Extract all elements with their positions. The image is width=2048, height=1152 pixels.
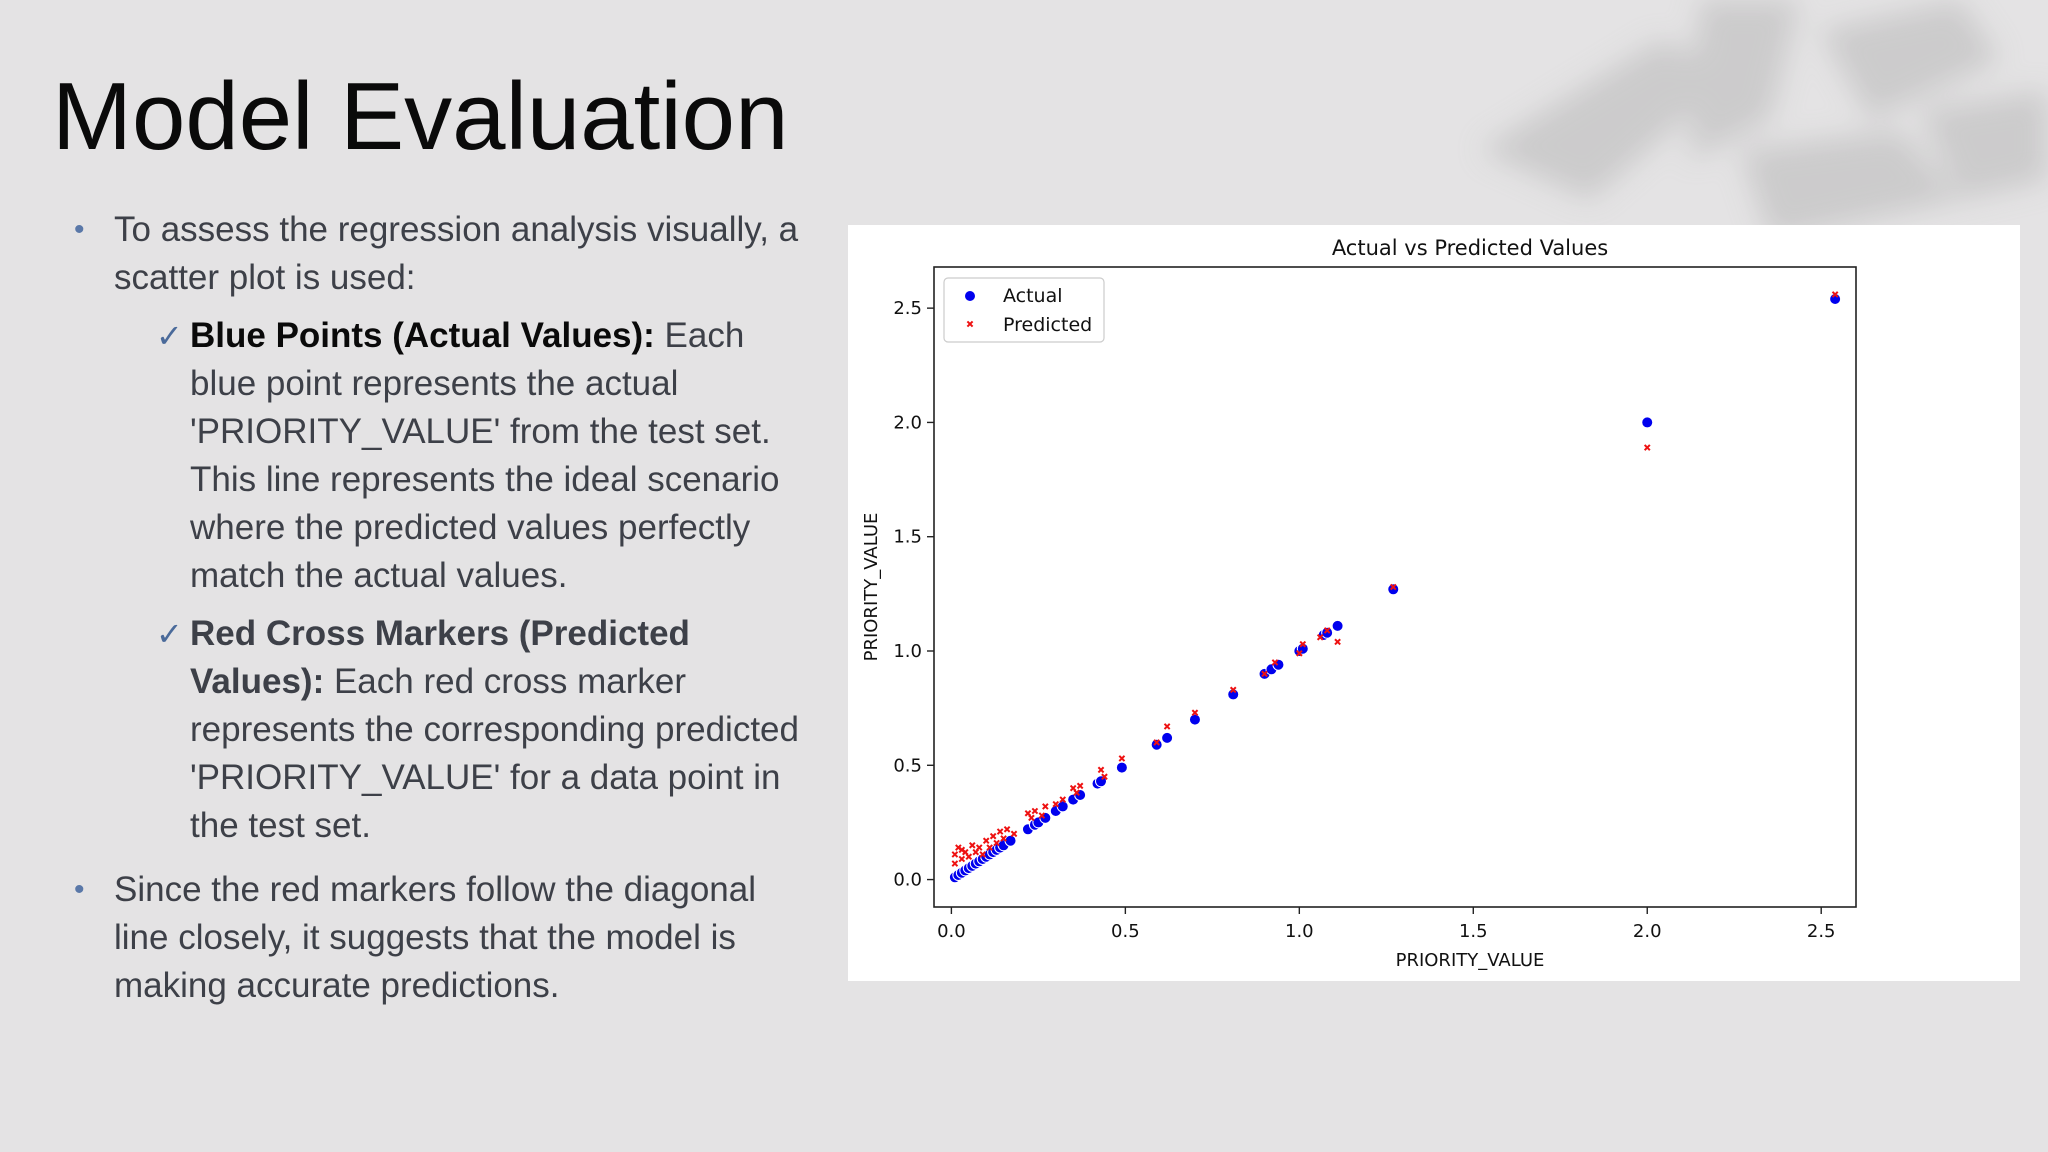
bullet-item: • To assess the regression analysis visu… — [70, 206, 810, 850]
data-point-predicted — [1073, 789, 1080, 797]
x-axis: 0.0 0.5 1.0 1.5 2.0 2.5 — [937, 907, 1836, 942]
data-point-predicted — [1831, 291, 1839, 298]
y-tick-label: 2.5 — [893, 298, 922, 319]
data-point-actual — [1004, 834, 1017, 847]
data-point-predicted — [1191, 709, 1199, 717]
data-point-actual — [1387, 583, 1400, 596]
series-actual — [948, 293, 1842, 884]
data-point-predicted — [958, 855, 966, 863]
bullet-dot-icon: • — [74, 213, 85, 246]
data-point-predicted — [1163, 723, 1171, 730]
data-point-predicted — [1316, 633, 1324, 641]
sub-item-predicted: ✓ Red Cross Markers (Predicted Values): … — [70, 610, 810, 850]
data-point-actual — [1115, 761, 1128, 774]
y-tick-label: 2.0 — [893, 412, 922, 433]
data-point-predicted — [989, 832, 997, 840]
data-point-predicted — [1031, 807, 1039, 815]
data-point-predicted — [1299, 640, 1307, 648]
data-point-predicted — [1118, 755, 1126, 762]
checkmark-icon: ✓ — [156, 318, 183, 354]
y-tick-label: 0.0 — [893, 870, 922, 891]
legend-x-mark — [966, 320, 974, 328]
data-point-actual — [1321, 626, 1334, 639]
sub-item-heading: Red Cross Markers (Predicted Values): — [190, 614, 690, 701]
data-point-predicted — [1038, 812, 1046, 819]
sub-item-text: Each red cross marker represents the cor… — [190, 662, 799, 845]
x-tick-label: 2.5 — [1807, 921, 1836, 942]
data-point-predicted — [1271, 659, 1279, 666]
data-point-predicted — [1334, 638, 1341, 646]
data-point-actual — [1161, 731, 1174, 744]
chart-panel: Actual vs Predicted Values 0.0 0.5 1.0 1.5 2… — [848, 225, 2020, 981]
data-point-predicted — [1097, 766, 1105, 774]
data-point-predicted — [1028, 814, 1035, 822]
bullet-dot-icon: • — [74, 873, 85, 906]
data-point-predicted — [1059, 796, 1067, 803]
legend-label-predicted: Predicted — [1003, 314, 1092, 336]
x-axis-label: PRIORITY_VALUE — [1396, 950, 1545, 971]
legend-marker-predicted — [966, 320, 974, 328]
data-point-predicted — [951, 851, 959, 858]
background-decoration — [1480, 0, 2048, 240]
data-point-predicted — [1010, 830, 1018, 838]
data-point-actual — [1188, 713, 1201, 726]
data-point-predicted — [1153, 739, 1160, 746]
legend-box — [943, 277, 1105, 343]
data-point-predicted — [1052, 800, 1060, 808]
x-tick-label: 0.5 — [1111, 921, 1140, 942]
legend-label-actual: Actual — [1003, 285, 1063, 307]
legend: Actual Predicted — [943, 277, 1105, 343]
y-tick-label: 1.0 — [893, 641, 922, 662]
data-point-actual — [1150, 738, 1163, 751]
data-point-predicted — [968, 841, 976, 849]
bullet-text: Since the red markers follow the diagona… — [114, 870, 757, 1005]
y-tick-label: 1.5 — [893, 527, 922, 548]
bullet-list: • To assess the regression analysis visu… — [70, 206, 810, 1026]
sub-item-heading: Blue Points (Actual Values): — [190, 316, 655, 355]
bullet-text: To assess the regression analysis visual… — [114, 210, 799, 297]
data-point-predicted — [1003, 825, 1011, 833]
data-point-actual — [1056, 800, 1069, 813]
y-axis-label: PRIORITY_VALUE — [861, 513, 882, 662]
data-point-predicted — [1042, 803, 1049, 810]
data-point-predicted — [1076, 782, 1084, 790]
y-tick-label: 0.5 — [893, 755, 922, 776]
data-point-predicted — [986, 844, 993, 851]
slide-title: Model Evaluation — [52, 63, 789, 170]
data-point-predicted — [975, 844, 983, 851]
data-point-predicted — [993, 839, 1000, 847]
bullet-item: • Since the red markers follow the diago… — [70, 866, 810, 1010]
data-point-predicted — [1101, 773, 1108, 781]
y-axis: 0.0 0.5 1.0 1.5 2.0 2.5 — [893, 298, 934, 891]
legend-marker-actual — [965, 291, 975, 301]
data-point-actual — [1331, 619, 1344, 632]
data-point-predicted — [965, 853, 973, 861]
x-tick-label: 0.0 — [937, 921, 966, 942]
series-predicted — [951, 291, 1839, 867]
data-point-predicted — [1296, 649, 1303, 657]
data-point-predicted — [996, 828, 1004, 835]
plot-frame — [933, 266, 1857, 908]
data-point-actual — [1641, 416, 1654, 429]
sub-list: ✓ Blue Points (Actual Values): Each blue… — [114, 312, 810, 850]
checkmark-icon: ✓ — [156, 616, 183, 652]
x-tick-label: 1.5 — [1459, 921, 1488, 942]
data-point-predicted — [1261, 670, 1268, 678]
chart-title: Actual vs Predicted Values — [1332, 236, 1608, 260]
x-tick-label: 1.0 — [1285, 921, 1314, 942]
sub-item-actual: ✓ Blue Points (Actual Values): Each blue… — [70, 312, 810, 600]
scatter-chart: Actual vs Predicted Values 0.0 0.5 1.0 1.5 2… — [861, 236, 1857, 971]
x-tick-label: 2.0 — [1633, 921, 1662, 942]
data-point-predicted — [1389, 583, 1397, 591]
data-point-predicted — [1643, 444, 1651, 451]
data-point-predicted — [1323, 627, 1331, 634]
data-point-predicted — [951, 860, 959, 867]
data-point-predicted — [979, 851, 987, 858]
sub-item-text: Each blue point represents the actual 'P… — [190, 316, 780, 595]
data-point-predicted — [1000, 835, 1007, 842]
data-point-predicted — [982, 837, 990, 845]
data-point-predicted — [1229, 686, 1237, 694]
